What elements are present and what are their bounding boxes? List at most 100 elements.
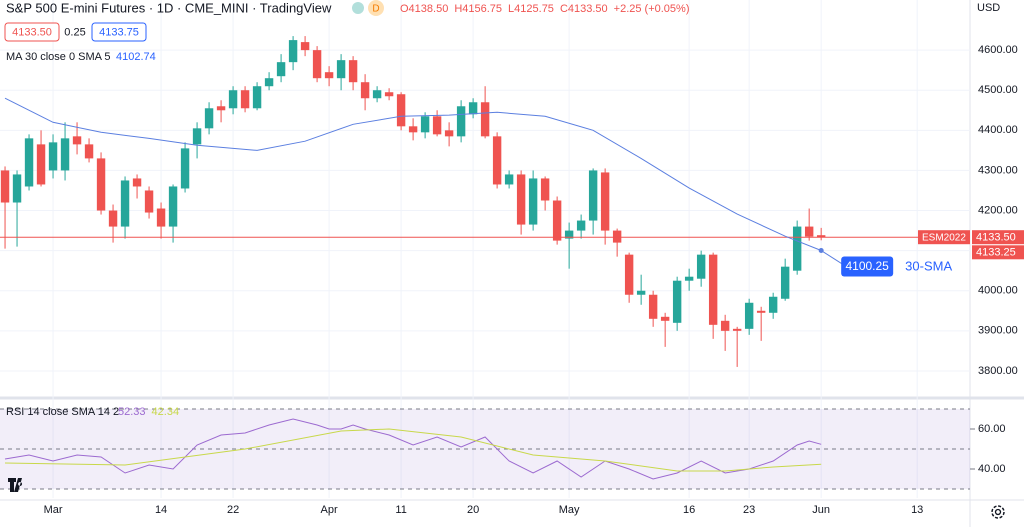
candle-body <box>48 142 58 171</box>
candle-body <box>564 230 574 239</box>
y-tick-label: 60.00 <box>978 423 1006 435</box>
x-tick-label: 22 <box>227 504 239 516</box>
candle-body <box>516 174 526 225</box>
ohlc-value: H4156.75 <box>454 3 502 15</box>
ohlc-value: O4138.50 <box>400 3 448 15</box>
candle-body <box>84 144 94 159</box>
sma-tag-label: 4100.25 <box>845 259 889 273</box>
sma-tag <box>841 256 894 277</box>
candle-body <box>204 108 214 129</box>
candle-body <box>804 226 814 237</box>
status-dot[interactable] <box>352 2 364 14</box>
candle-body <box>576 220 586 231</box>
candle-body <box>600 172 610 231</box>
buy-price[interactable]: 4133.75 <box>99 26 139 38</box>
candle-body <box>216 106 226 111</box>
y-tick-label: 4000.00 <box>978 285 1018 297</box>
candle-body <box>708 254 718 325</box>
candle-body <box>0 170 10 203</box>
candle-body <box>348 60 358 83</box>
x-tick-label: 14 <box>155 504 167 516</box>
ohlc-value: +2.25 (+0.05%) <box>614 3 690 15</box>
candle-body <box>252 86 262 109</box>
candle-body <box>432 116 442 135</box>
candle-body <box>756 310 766 313</box>
candle-body <box>36 144 46 185</box>
x-tick-label: May <box>559 504 580 516</box>
y-tick-label: 3900.00 <box>978 325 1018 337</box>
candle-body <box>156 208 166 227</box>
candle-body <box>684 276 694 281</box>
candle-body <box>240 90 250 109</box>
candle-body <box>732 328 742 331</box>
ohlc-value: C4133.50 <box>560 3 608 15</box>
candle-body <box>264 78 274 87</box>
candle-body <box>552 200 562 241</box>
candle-body <box>420 116 430 133</box>
sma-line <box>4 97 822 251</box>
candle-body <box>132 178 142 187</box>
candle-body <box>60 138 70 171</box>
rsi-line <box>4 418 822 480</box>
settings-gear[interactable] <box>991 505 1005 519</box>
candle-body <box>672 280 682 323</box>
candle-body <box>588 170 598 221</box>
candle-body <box>168 186 178 227</box>
candle-body <box>528 178 538 225</box>
interval-badge-bg[interactable] <box>368 0 384 16</box>
rsi-line <box>4 428 822 472</box>
candle-body <box>648 294 658 319</box>
candle-body <box>468 102 478 115</box>
x-tick-label: 16 <box>683 504 695 516</box>
candle-body <box>144 190 154 213</box>
candle-body <box>492 136 502 185</box>
x-tick-label: 11 <box>395 504 406 516</box>
spread: 0.25 <box>64 26 85 38</box>
candle-body <box>504 174 514 185</box>
y-tick-label: 4200.00 <box>978 204 1018 216</box>
y-tick-label: 40.00 <box>978 463 1006 475</box>
candle-body <box>360 82 370 99</box>
candle-body <box>372 90 382 99</box>
candle-body <box>120 180 130 227</box>
candle-body <box>744 302 754 329</box>
tv-logo[interactable] <box>8 478 23 492</box>
candle-body <box>336 60 346 79</box>
candle-body <box>324 72 334 79</box>
sell-box[interactable] <box>4 22 60 42</box>
candle-body <box>12 174 22 203</box>
x-tick-label: 23 <box>743 504 755 516</box>
candle-body <box>288 40 298 63</box>
gear-outer <box>991 505 1005 519</box>
candle-body <box>696 254 706 279</box>
candle-body <box>720 320 730 331</box>
candle-body <box>408 126 418 133</box>
candle-body <box>792 226 802 271</box>
y-tick-label: 3800.00 <box>978 365 1018 377</box>
candle-body <box>300 42 310 51</box>
candle-body <box>108 210 118 227</box>
ohlc-value: L4125.75 <box>508 3 554 15</box>
x-tick-label: 13 <box>911 504 923 516</box>
candle-body <box>636 290 646 295</box>
sma-connector <box>820 250 844 265</box>
price-tag <box>972 245 1024 260</box>
sell-price[interactable]: 4133.50 <box>12 26 52 38</box>
candle-body <box>768 296 778 313</box>
symbol-tag <box>918 230 970 245</box>
x-tick-label: Jun <box>812 504 830 516</box>
interval-badge[interactable]: D <box>372 4 379 15</box>
rsi-legend-value: 42.34 <box>152 406 180 418</box>
y-tick-label: 4400.00 <box>978 124 1018 136</box>
chart-title: S&P 500 E-mini Futures · 1D · CME_MINI ·… <box>6 0 332 15</box>
price-tag-label: 4133.50 <box>976 232 1016 244</box>
price-tag-label: 4133.25 <box>976 247 1016 259</box>
indicator-value: 4102.74 <box>116 51 156 63</box>
candle-body <box>24 138 34 187</box>
candle-body <box>312 50 322 79</box>
candle-body <box>540 178 550 201</box>
buy-box[interactable] <box>91 22 147 42</box>
rsi-legend-value: 52.33 <box>118 406 146 418</box>
y-tick-label: 4600.00 <box>978 44 1018 56</box>
